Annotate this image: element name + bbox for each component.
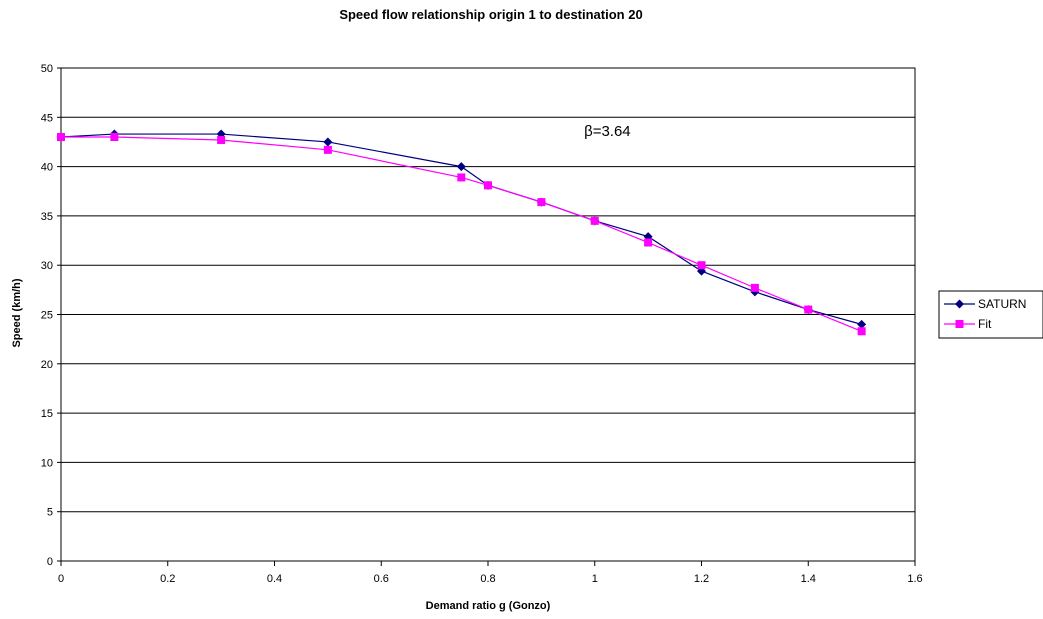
legend-items: SATURN Fit [944,297,1026,331]
legend-label: Fit [978,317,992,331]
data-point [857,327,866,336]
chart-title: Speed flow relationship origin 1 to dest… [339,7,642,22]
legend: SATURN Fit [938,290,1043,339]
x-tick-label: 1 [592,573,598,585]
x-axis-ticks: 0 0.2 0.4 0.6 0.8 1 1.2 1.4 1.6 [58,561,923,585]
data-point [644,238,653,247]
y-tick-label: 50 [41,63,53,75]
data-point [857,319,867,329]
x-tick-label: 0.6 [374,573,389,585]
x-tick-label: 0.4 [267,573,282,585]
series-layer [56,129,867,336]
y-tick-label: 5 [47,507,53,519]
data-point [110,133,119,142]
y-tick-label: 15 [41,408,53,420]
legend-box [938,290,1043,339]
y-tick-label: 20 [41,359,53,371]
data-point [537,198,546,207]
x-tick-label: 0.2 [160,573,175,585]
data-point [323,145,332,154]
gridlines [61,67,915,513]
legend-label: SATURN [978,297,1026,311]
x-tick-label: 1.2 [694,573,709,585]
y-tick-label: 30 [41,260,53,272]
legend-item: Fit [944,317,992,331]
data-point [323,137,333,147]
legend-marker [955,299,964,309]
y-tick-label: 10 [41,457,53,469]
beta-annotation: β=3.64 [584,123,631,140]
data-point [804,305,813,314]
plot-area: 0 0.2 0.4 0.6 0.8 1 1.2 1.4 1.6 0 5 10 15 20 25 30 35 40… [41,63,923,585]
y-tick-label: 40 [41,162,53,174]
data-point [697,261,706,270]
legend-marker [955,320,964,328]
data-point [217,135,226,144]
data-point [750,283,759,292]
x-tick-label: 0 [58,573,64,585]
y-axis-title: Speed (km/h) [11,278,23,347]
data-point [456,162,466,172]
y-tick-label: 35 [41,211,53,223]
series-fit [57,133,866,336]
data-point [484,181,492,190]
x-axis-title: Demand ratio g (Gonzo) [426,600,551,612]
x-tick-label: 1.4 [801,573,816,585]
data-point [457,173,466,182]
series-saturn [56,129,867,329]
y-tick-label: 0 [47,556,53,568]
y-tick-label: 25 [41,310,53,322]
x-tick-label: 0.8 [480,573,495,585]
y-axis-ticks: 0 5 10 15 20 25 30 35 40 45 50 [41,63,61,568]
y-tick-label: 45 [41,112,53,124]
data-point [590,216,599,225]
x-tick-label: 1.6 [907,573,922,585]
legend-item: SATURN [944,297,1026,311]
data-point [57,133,65,142]
